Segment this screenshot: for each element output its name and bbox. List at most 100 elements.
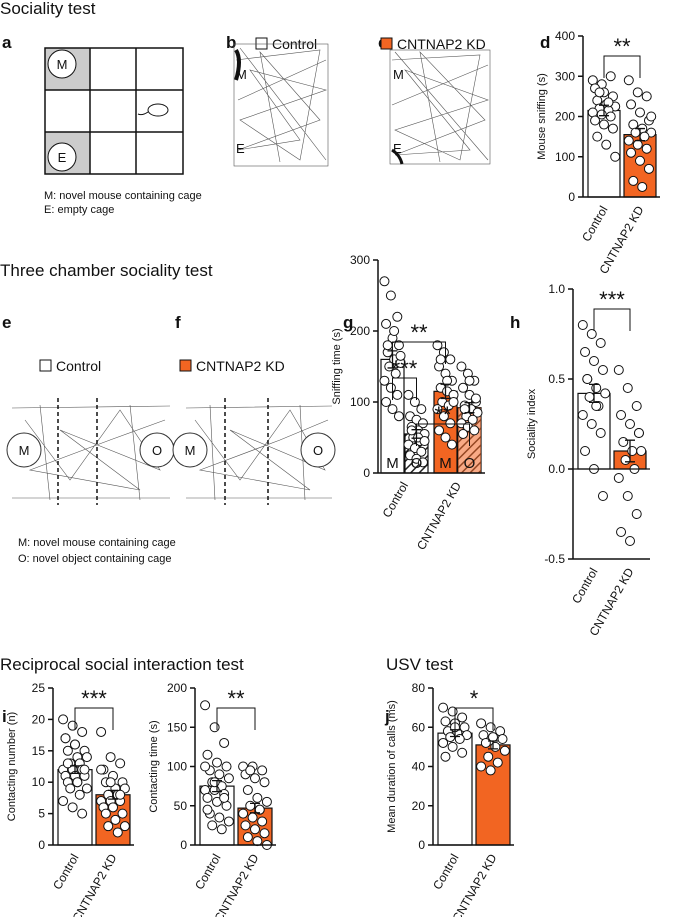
data-point bbox=[448, 397, 459, 407]
data-point bbox=[72, 777, 83, 788]
data-point bbox=[60, 733, 71, 744]
panel-letter: g bbox=[343, 313, 353, 332]
data-point bbox=[586, 419, 597, 429]
y-tick-label: 100 bbox=[555, 150, 575, 164]
data-point bbox=[577, 320, 588, 330]
data-point bbox=[635, 107, 645, 118]
panel-letter: b bbox=[226, 33, 236, 52]
data-point bbox=[67, 802, 78, 813]
y-axis-label: Contacting time (s) bbox=[148, 720, 160, 812]
y-tick-label: 20 bbox=[32, 712, 46, 726]
y-tick-label: 1.0 bbox=[548, 282, 565, 296]
significance-label: * bbox=[470, 686, 479, 711]
track-label: O bbox=[313, 443, 323, 458]
error-bar bbox=[625, 439, 635, 463]
legend-swatch bbox=[39, 359, 52, 372]
data-point bbox=[582, 374, 593, 384]
data-point bbox=[384, 361, 395, 372]
data-point bbox=[257, 816, 268, 827]
data-point bbox=[58, 714, 69, 725]
y-tick-label: 40 bbox=[412, 760, 426, 774]
data-point bbox=[458, 428, 469, 439]
error-bar bbox=[70, 765, 80, 775]
error-bar bbox=[212, 779, 222, 793]
data-point bbox=[409, 397, 420, 407]
data-point bbox=[223, 773, 234, 784]
data-point bbox=[240, 820, 251, 831]
data-point bbox=[483, 751, 494, 762]
data-point bbox=[597, 491, 608, 501]
data-point bbox=[457, 712, 468, 723]
data-point bbox=[261, 796, 272, 807]
data-point bbox=[626, 147, 637, 158]
track-label: M bbox=[185, 443, 196, 458]
data-point bbox=[419, 436, 430, 447]
data-point bbox=[395, 350, 406, 361]
bar bbox=[475, 744, 511, 846]
data-point bbox=[446, 439, 457, 450]
data-point bbox=[242, 785, 253, 796]
data-point bbox=[631, 401, 642, 411]
data-point bbox=[438, 702, 449, 713]
data-point bbox=[214, 769, 225, 780]
significance-label: ** bbox=[410, 320, 428, 345]
data-point bbox=[492, 757, 503, 768]
data-point bbox=[577, 410, 588, 420]
data-point bbox=[464, 375, 475, 386]
data-point bbox=[628, 175, 639, 186]
track-image bbox=[172, 398, 336, 505]
data-point bbox=[646, 111, 657, 122]
data-point bbox=[242, 832, 253, 843]
data-point bbox=[214, 812, 225, 823]
y-tick-label: 100 bbox=[350, 395, 370, 409]
y-axis-label: Sniffing time (s) bbox=[331, 328, 343, 404]
data-point bbox=[447, 741, 458, 752]
data-point bbox=[209, 722, 220, 733]
data-point bbox=[497, 734, 508, 745]
track-image bbox=[6, 398, 175, 505]
data-point bbox=[622, 383, 633, 393]
significance-bracket bbox=[593, 308, 631, 331]
y-tick-label: 10 bbox=[32, 775, 46, 789]
data-point bbox=[250, 773, 260, 784]
data-point bbox=[105, 777, 116, 788]
track-image bbox=[233, 43, 329, 167]
data-point bbox=[586, 329, 597, 339]
data-point bbox=[440, 751, 451, 762]
y-tick-label: 0.5 bbox=[548, 372, 565, 386]
bar-label: M bbox=[386, 455, 399, 472]
y-tick-label: 0 bbox=[363, 466, 370, 480]
data-point bbox=[81, 752, 92, 763]
y-tick-label: -0.5 bbox=[544, 552, 565, 566]
data-point bbox=[442, 375, 453, 386]
data-point bbox=[207, 820, 218, 831]
y-tick-label: 150 bbox=[167, 720, 187, 734]
data-point bbox=[403, 389, 414, 400]
legend-swatch bbox=[179, 359, 192, 372]
data-point bbox=[62, 745, 73, 756]
legend-swatch bbox=[255, 37, 268, 50]
x-tick-label: Control bbox=[192, 852, 223, 893]
data-point bbox=[591, 401, 602, 411]
data-point bbox=[112, 827, 123, 838]
x-tick-label: Control bbox=[569, 566, 600, 607]
panel-letter: f bbox=[175, 313, 181, 332]
data-point bbox=[584, 392, 595, 402]
data-point bbox=[605, 111, 616, 122]
y-tick-label: 0 bbox=[568, 190, 575, 204]
data-point bbox=[202, 749, 213, 760]
data-point bbox=[610, 151, 621, 162]
data-point bbox=[392, 311, 403, 322]
data-point bbox=[618, 437, 629, 447]
data-point bbox=[259, 777, 270, 788]
significance-label: *** bbox=[599, 287, 625, 312]
note: E: empty cage bbox=[44, 204, 114, 216]
panel-letter: h bbox=[510, 313, 520, 332]
data-point bbox=[631, 509, 642, 519]
significance-bracket bbox=[392, 377, 417, 400]
data-point bbox=[200, 761, 211, 772]
bar-label: M bbox=[439, 455, 452, 472]
y-tick-label: 15 bbox=[32, 744, 46, 758]
significance-bracket bbox=[392, 341, 446, 364]
